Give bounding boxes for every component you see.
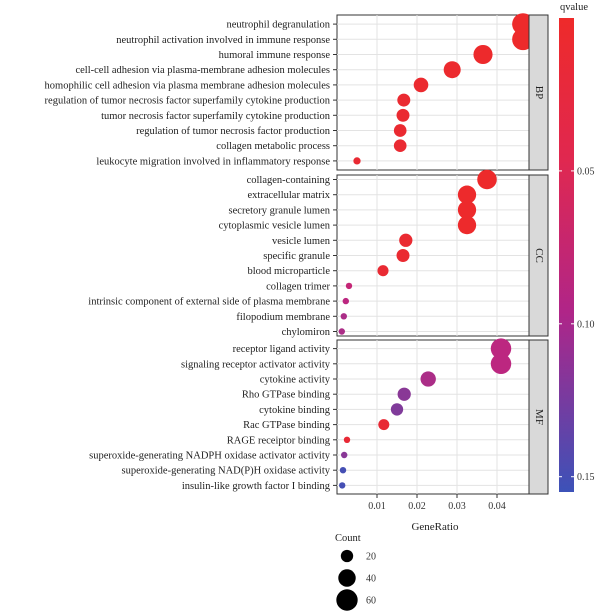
panel-cc: collagen-containing extracellular matrix s… xyxy=(88,169,549,338)
data-point xyxy=(420,371,436,387)
term-label: specific granule xyxy=(263,251,330,262)
data-point xyxy=(393,124,407,137)
color-legend: qvalue 0.05 0.10 0.15 xyxy=(559,2,595,492)
data-point xyxy=(393,139,407,153)
term-label: blood microparticle xyxy=(247,266,330,277)
size-legend-dot xyxy=(336,589,358,611)
data-point xyxy=(396,108,410,122)
term-label: cytokine binding xyxy=(259,405,331,416)
data-point xyxy=(339,467,347,474)
data-point xyxy=(457,185,477,204)
data-point xyxy=(413,77,429,93)
data-point xyxy=(397,93,411,107)
term-label: cytokine activity xyxy=(260,375,331,386)
data-point xyxy=(353,157,361,165)
data-point xyxy=(343,436,351,443)
size-legend-label: 60 xyxy=(366,596,376,607)
x-tick-label: 0.03 xyxy=(448,501,466,512)
panel-background xyxy=(336,14,530,171)
data-point xyxy=(342,297,349,305)
color-gradient-bar xyxy=(559,18,574,492)
term-label: superoxide-generating NADPH oxidase acti… xyxy=(89,451,331,462)
data-point xyxy=(396,249,410,262)
data-point xyxy=(341,451,348,459)
term-label: tumor necrosis factor superfamily cytoki… xyxy=(101,111,331,122)
term-label: collagen-containing xyxy=(247,175,331,186)
x-tick-label: 0.04 xyxy=(488,501,506,512)
facet-strip-label: CC xyxy=(533,248,545,263)
facet-strip-label: BP xyxy=(533,86,545,99)
data-point xyxy=(339,482,346,489)
facet-strip xyxy=(528,14,549,171)
data-point xyxy=(457,215,477,235)
color-legend-label: 0.05 xyxy=(577,166,595,177)
data-point xyxy=(377,265,389,277)
term-label: chylomiron xyxy=(282,327,331,338)
data-point xyxy=(477,169,497,190)
data-point xyxy=(340,313,347,320)
term-label: filopodium membrane xyxy=(236,312,330,323)
data-point xyxy=(399,233,413,247)
term-label: neutrophil degranulation xyxy=(226,20,330,31)
term-label: cytoplasmic vesicle lumen xyxy=(219,221,331,232)
facet-panels: neutrophil degranulation neutrophil activ… xyxy=(45,13,549,495)
term-label: RAGE receiptor binding xyxy=(227,435,331,446)
color-legend-label: 0.10 xyxy=(577,319,595,330)
term-label: Rho GTPase binding xyxy=(242,390,331,401)
size-legend-label: 40 xyxy=(366,574,376,585)
data-point xyxy=(473,44,493,65)
term-label: cell-cell adhesion via plasma-membrane a… xyxy=(75,65,330,76)
data-point xyxy=(390,403,404,416)
term-label: collagen trimer xyxy=(266,281,330,292)
data-point xyxy=(443,61,461,79)
data-point xyxy=(378,419,390,431)
term-label: intrinsic component of external side of … xyxy=(88,297,330,308)
term-label: collagen metabolic process xyxy=(216,141,330,152)
term-label: extracellular matrix xyxy=(248,190,331,201)
data-point xyxy=(490,338,512,359)
facet-strip xyxy=(528,339,549,495)
data-point xyxy=(512,28,534,51)
term-label: humoral immune response xyxy=(219,50,331,61)
term-label: regulation of tumor necrosis factor prod… xyxy=(136,126,331,137)
x-axis: 0.01 0.02 0.03 0.04 xyxy=(368,494,506,512)
panel-mf: receptor ligand activity signaling recept… xyxy=(89,338,549,495)
term-label: signaling receptor activator activity xyxy=(181,359,331,370)
data-point xyxy=(345,282,353,290)
facet-strip-label: MF xyxy=(533,409,545,425)
term-label: vesicle lumen xyxy=(272,236,331,247)
facet-strip xyxy=(528,174,549,337)
panel-bp: neutrophil degranulation neutrophil activ… xyxy=(45,13,549,171)
data-point xyxy=(512,13,534,35)
x-tick-label: 0.01 xyxy=(368,501,386,512)
size-legend: Count 20 40 60 xyxy=(335,533,376,611)
x-tick-label: 0.02 xyxy=(408,501,426,512)
term-label: secretory granule lumen xyxy=(229,205,331,216)
data-point xyxy=(338,328,345,335)
term-label: neutrophil activation involved in immune… xyxy=(116,35,330,46)
x-axis-title: GeneRatio xyxy=(411,521,459,533)
color-legend-label: 0.15 xyxy=(577,472,595,483)
term-label: receptor ligand activity xyxy=(233,344,331,355)
term-label: superoxide-generating NAD(P)H oxidase ac… xyxy=(122,466,331,477)
size-legend-dot xyxy=(340,549,354,563)
size-legend-title: Count xyxy=(335,533,361,544)
term-label: regulation of tumor necrosis factor supe… xyxy=(45,96,331,107)
term-label: leukocyte migration involved in inflamma… xyxy=(96,156,330,167)
color-legend-title: qvalue xyxy=(560,2,588,13)
term-label: Rac GTPase binding xyxy=(243,420,331,431)
size-legend-label: 20 xyxy=(366,552,376,563)
term-label: insulin-like growth factor I binding xyxy=(182,481,331,492)
size-legend-dot xyxy=(338,569,356,587)
term-label: homophilic cell adhesion via plasma memb… xyxy=(45,80,330,91)
data-point xyxy=(397,387,411,401)
data-point xyxy=(457,200,477,220)
data-point xyxy=(490,353,512,375)
